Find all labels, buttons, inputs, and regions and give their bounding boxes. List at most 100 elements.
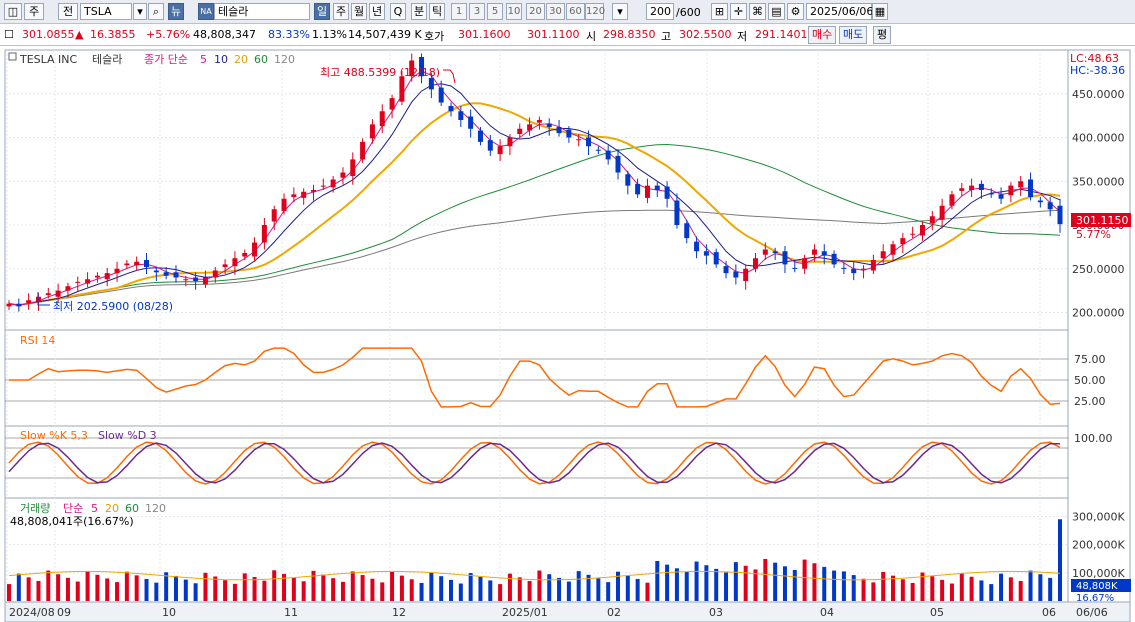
candle-body — [330, 179, 336, 188]
candle-body — [360, 141, 366, 160]
tools-icon[interactable]: ⌘ — [749, 3, 766, 20]
num-dropdown-icon[interactable]: ▾ — [612, 3, 628, 20]
symbol-input[interactable]: TSLA — [80, 3, 132, 20]
candle-body — [1047, 202, 1053, 210]
candle-body — [409, 60, 415, 77]
gear-icon[interactable]: ⚙ — [787, 3, 804, 20]
candle-body — [320, 185, 326, 187]
candle-body — [252, 242, 258, 257]
candle-body — [861, 268, 867, 270]
interval-5[interactable]: 5 — [487, 3, 503, 20]
interval-3[interactable]: 3 — [469, 3, 485, 20]
ma60-label: 60 — [254, 53, 268, 66]
price-panel[interactable] — [4, 49, 1069, 331]
candle-body — [1057, 205, 1063, 225]
candle-body — [595, 149, 601, 151]
x-tick-label: 11 — [284, 606, 298, 619]
volume-bar — [989, 584, 994, 601]
tab-7[interactable]: 틱 — [429, 3, 445, 20]
tab-3[interactable]: 월 — [351, 3, 367, 20]
interval-60[interactable]: 60 — [566, 3, 585, 20]
trade-amount: 14,507,439 K — [348, 28, 422, 41]
candle-body — [939, 205, 945, 220]
candle-body — [291, 194, 297, 197]
quote-toggle-icon[interactable]: ☐ — [4, 28, 14, 41]
ask-price: 301.1600 — [458, 28, 511, 41]
change-sign: ▲ — [75, 28, 84, 41]
symbol-dropdown-icon[interactable]: ▾ — [133, 3, 147, 20]
volume-panel[interactable] — [4, 497, 1069, 603]
volume-bar — [390, 571, 395, 601]
period-selector[interactable]: 주 — [24, 3, 44, 20]
tab-1[interactable]: 일 — [314, 3, 330, 20]
volume-bar — [635, 579, 640, 601]
news-button[interactable]: 뉴 — [168, 3, 184, 20]
volume-bar — [891, 575, 896, 601]
volume-bar — [56, 574, 61, 601]
volume-tick-label: 200,000K — [1072, 539, 1125, 552]
candle-body — [762, 249, 768, 255]
grid-lines — [5, 50, 1068, 602]
grid-icon[interactable]: ⊞ — [711, 3, 728, 20]
volume-bar — [782, 566, 787, 601]
window-icon[interactable]: ◫ — [4, 3, 22, 20]
interval-10[interactable]: 10 — [506, 3, 522, 20]
candle-body — [566, 129, 572, 138]
candle-body — [890, 244, 896, 255]
open-price: 298.8350 — [603, 28, 656, 41]
stoch-d-path — [8, 442, 1061, 484]
x-tick-label: 2024/08 — [9, 606, 55, 619]
tab-6[interactable]: 분 — [411, 3, 427, 20]
x-tick-label: 06 — [1042, 606, 1056, 619]
volume-bar — [1038, 574, 1043, 601]
volume-bar — [881, 571, 886, 601]
volume-bar — [488, 580, 493, 601]
hc-label: HC:-38.36 — [1070, 64, 1125, 77]
volume-bar — [527, 580, 532, 601]
tab-5[interactable]: Q — [390, 3, 406, 20]
candle-body — [625, 174, 631, 186]
high-arrow-icon — [443, 69, 456, 84]
ma10-line — [8, 83, 1061, 306]
last-volume-value: 48,808K — [1076, 581, 1118, 592]
interval-1[interactable]: 1 — [451, 3, 467, 20]
stoch-lines — [8, 441, 1061, 485]
volume-bar — [498, 584, 503, 601]
calendar-icon[interactable]: ▦ — [872, 3, 888, 20]
plus-icon[interactable]: ✛ — [730, 3, 747, 20]
candle-body — [45, 293, 51, 295]
candle-body — [281, 198, 287, 211]
sell-button[interactable]: 매도 — [839, 26, 868, 44]
open-label: 시 — [586, 30, 597, 43]
volume-bar — [419, 582, 424, 601]
tab-2[interactable]: 주 — [333, 3, 349, 20]
stock-name-label: TESLA INC — [19, 53, 78, 66]
volume-bar — [959, 573, 964, 601]
volume-bar — [979, 580, 984, 601]
buy-button[interactable]: 매수 — [808, 26, 837, 44]
stock-chart[interactable]: 450.0000400.0000350.0000300.0000250.0000… — [0, 46, 1135, 622]
eval-button[interactable]: 평 — [873, 26, 892, 44]
prev-button[interactable]: 전 — [58, 3, 78, 20]
volume-bar — [203, 572, 208, 601]
candle-body — [841, 267, 847, 269]
candle-body — [654, 185, 660, 190]
volume-bar — [262, 580, 267, 601]
interval-20[interactable]: 20 — [526, 3, 545, 20]
rsi-panel[interactable] — [4, 329, 1069, 427]
date-input[interactable]: 2025/06/06 — [806, 3, 873, 20]
volume-bar — [557, 577, 562, 601]
stock-name-field[interactable]: 테슬라 — [214, 3, 310, 20]
search-icon[interactable]: ⌕ — [148, 3, 164, 20]
volume-bar — [449, 579, 454, 601]
candle-body — [507, 137, 513, 147]
tab-4[interactable]: 년 — [369, 3, 385, 20]
interval-120[interactable]: 120 — [585, 3, 605, 20]
save-icon[interactable]: ▤ — [768, 3, 785, 20]
count-input[interactable]: 200 — [646, 3, 674, 20]
ask-label: 호가 — [424, 30, 445, 43]
volume-bar — [105, 578, 110, 601]
volume-bar — [1018, 580, 1023, 601]
interval-30[interactable]: 30 — [546, 3, 565, 20]
last-volume-tag — [1071, 579, 1131, 592]
